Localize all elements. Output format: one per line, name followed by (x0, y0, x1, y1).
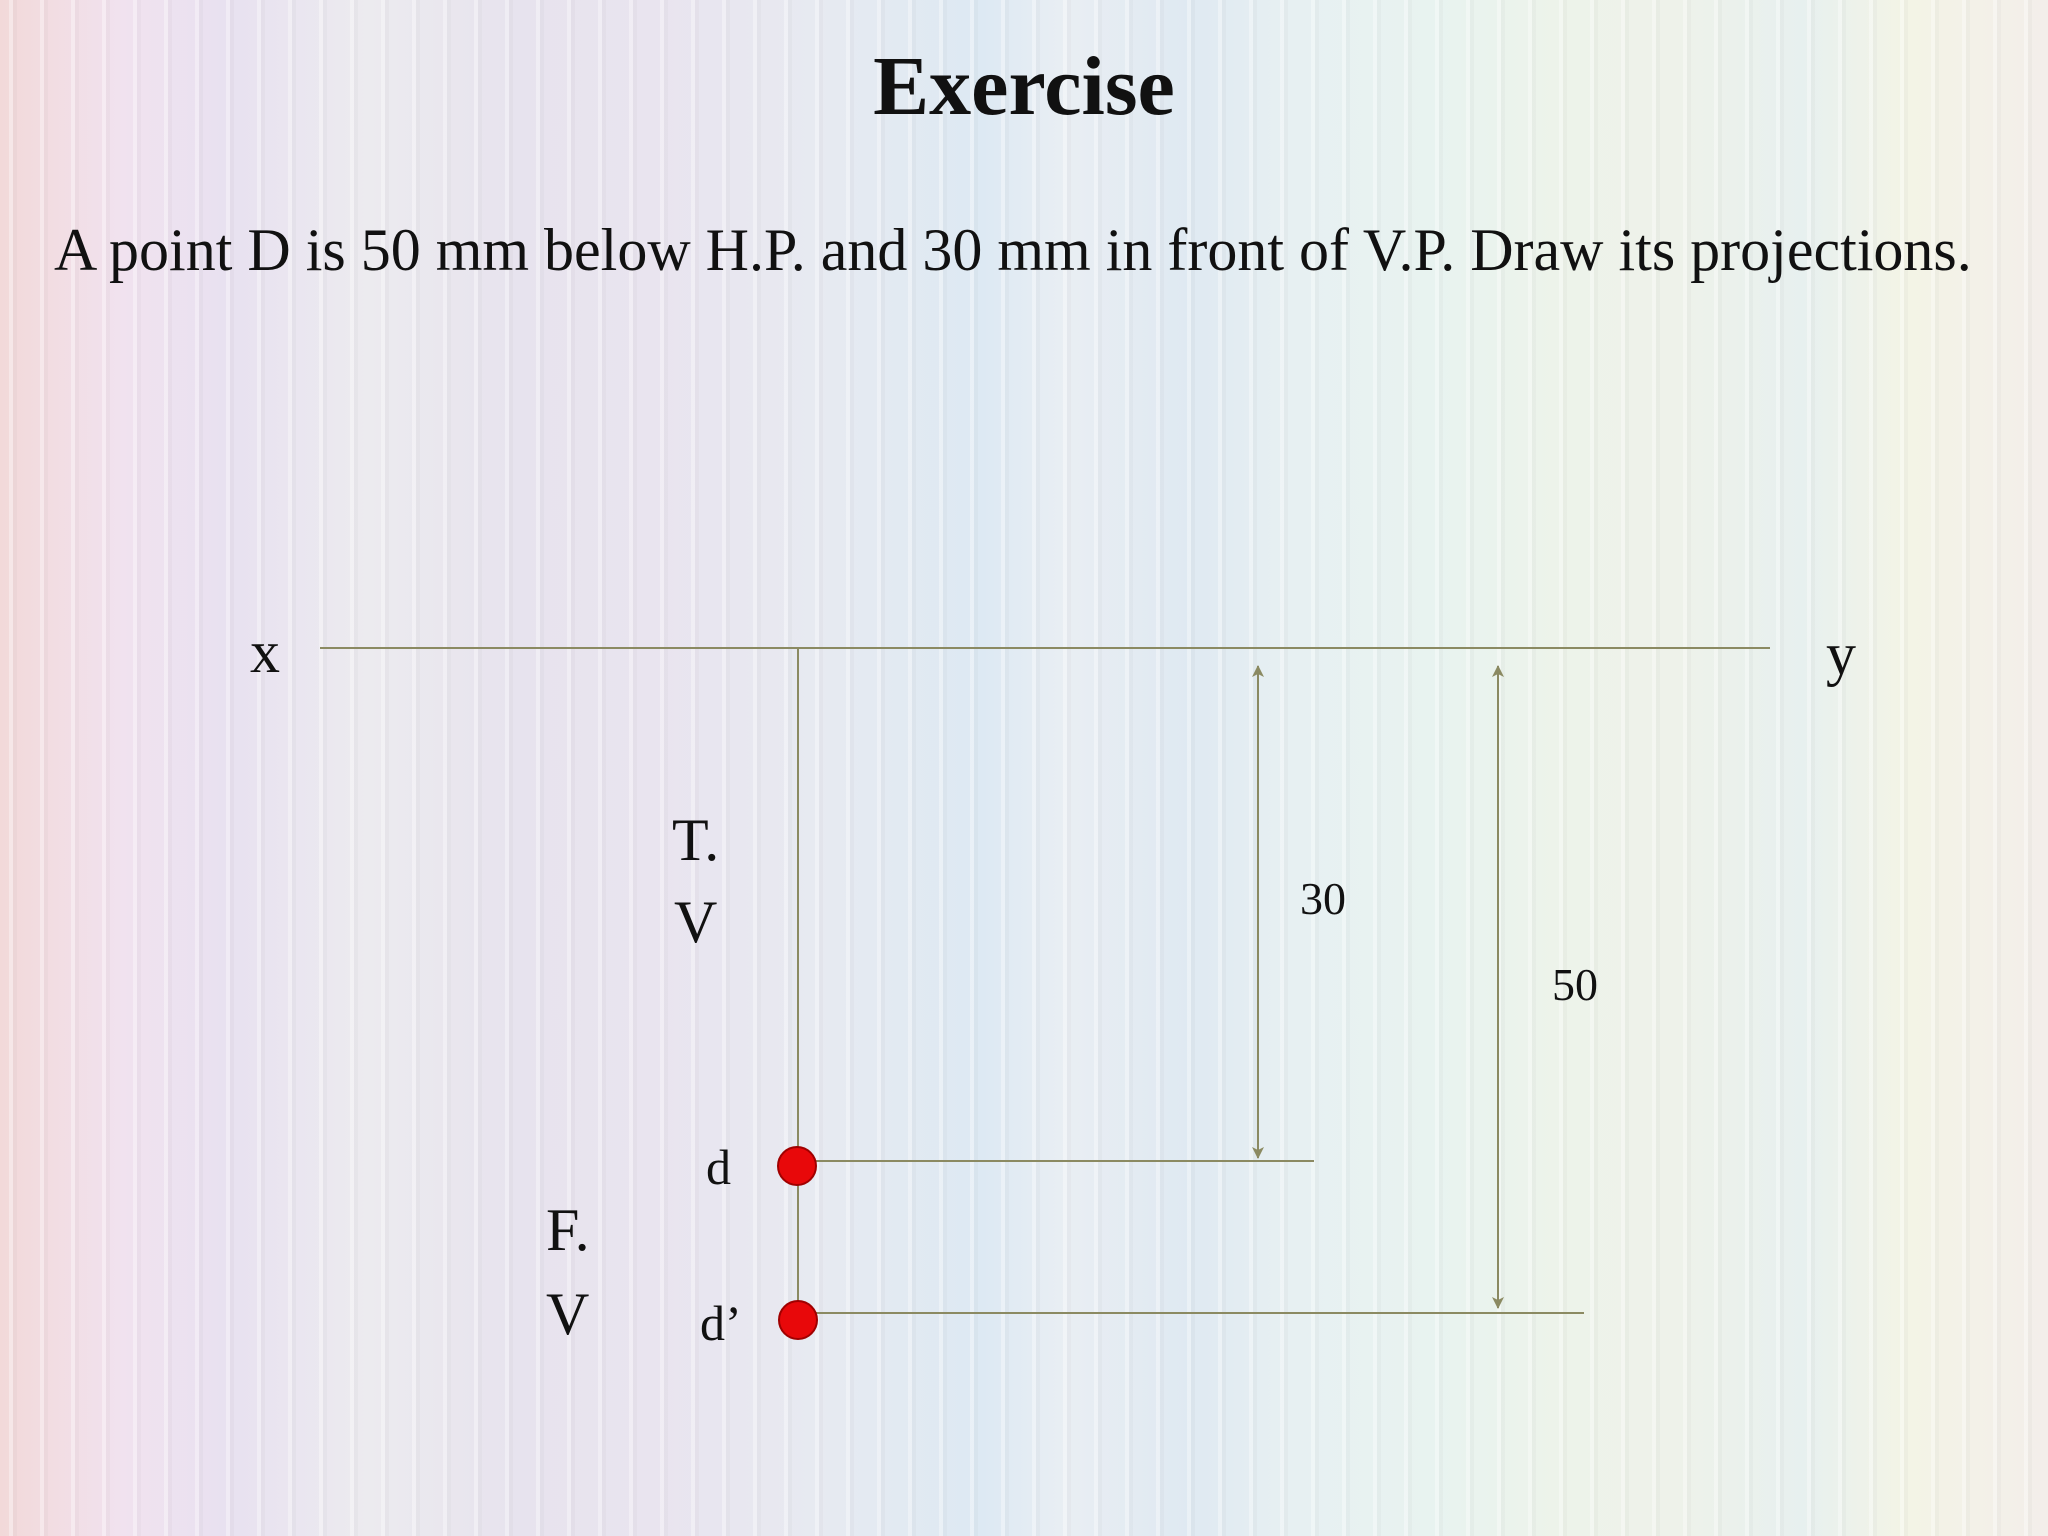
top-view-label-line1: T. (672, 807, 719, 873)
slide-title: Exercise (873, 40, 1175, 133)
top-view-label-line2: V (674, 889, 717, 955)
dimension-30-label: 30 (1300, 873, 1346, 924)
y-label: y (1826, 621, 1856, 687)
point-d-top-view (777, 1146, 817, 1186)
x-label: x (250, 619, 280, 685)
dimension-50-label: 50 (1552, 959, 1598, 1010)
point-d-front-view (778, 1300, 818, 1340)
problem-statement: A point D is 50 mm below H.P. and 30 mm … (54, 217, 1972, 283)
point-d-label: d (706, 1139, 731, 1195)
front-view-label-line2: V (546, 1281, 589, 1347)
front-view-label-line1: F. (546, 1197, 590, 1263)
point-d-prime-label: d’ (700, 1295, 742, 1351)
